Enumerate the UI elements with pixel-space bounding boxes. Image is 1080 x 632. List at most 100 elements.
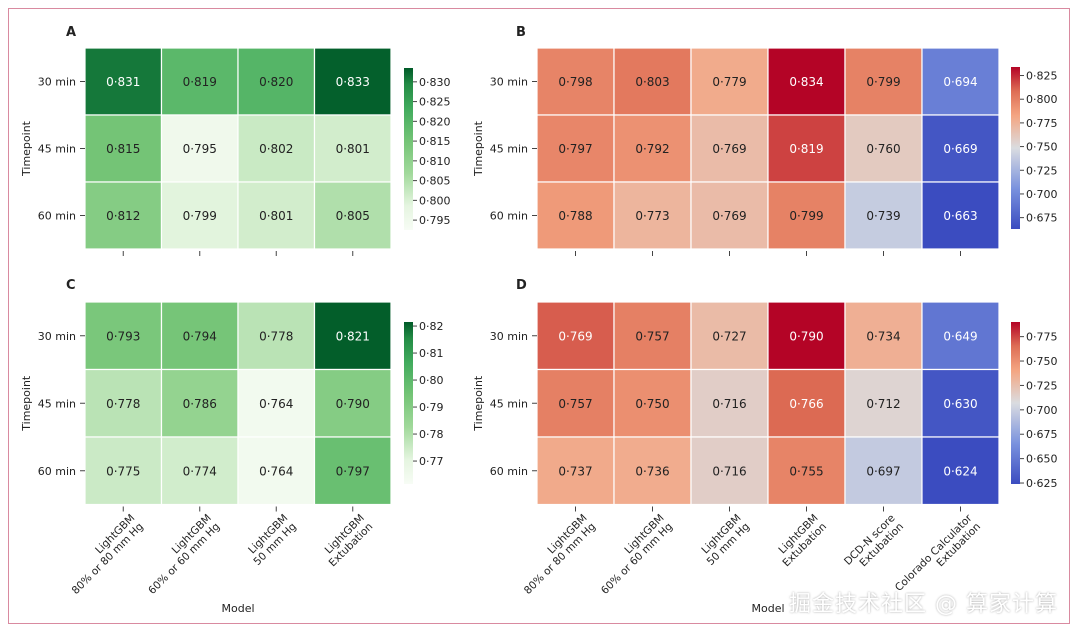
- cell-value-label: 0·750: [635, 397, 669, 411]
- x-tick-label: LightGBM50 mm Hg: [243, 512, 299, 568]
- heatmap-cell: [767, 181, 846, 250]
- colorbar-tick-label: 0·81: [419, 347, 444, 360]
- heatmap-cell: [844, 47, 923, 116]
- y-tick-label: 45 min: [38, 143, 76, 156]
- x-tick-label: LightGBM80% or 80 mm Hg: [513, 512, 598, 597]
- y-tick-label: 60 min: [490, 210, 528, 223]
- colorbar-tick-label: 0·820: [419, 115, 451, 128]
- heatmap-cell: [921, 181, 1000, 250]
- cell-value-label: 0·815: [106, 142, 140, 156]
- heatmap-cell: [690, 436, 769, 506]
- heatmap-cell: [84, 436, 163, 506]
- panel-letter: C: [66, 278, 76, 293]
- cell-value-label: 0·727: [712, 329, 746, 343]
- colorbar-tick-label: 0·650: [1026, 453, 1058, 466]
- colorbar-tick-label: 0·800: [1026, 93, 1058, 106]
- heatmap-cell: [921, 436, 1000, 506]
- cell-value-label: 0·697: [866, 464, 900, 478]
- cell-value-label: 0·739: [866, 209, 900, 223]
- heatmap-panel-a: A 0·831 0·819 0·820 0·833 0·815 0·795 0·802 0·80…: [20, 25, 451, 256]
- cell-value-label: 0·779: [712, 75, 746, 89]
- cell-value-label: 0·797: [558, 142, 592, 156]
- cell-value-label: 0·766: [789, 397, 823, 411]
- cell-value-label: 0·795: [183, 142, 217, 156]
- colorbar-tick-label: 0·625: [1026, 477, 1058, 490]
- cell-value-label: 0·786: [183, 397, 217, 411]
- cell-value-label: 0·694: [943, 75, 977, 89]
- cell-value-label: 0·764: [259, 397, 293, 411]
- x-tick-label-line: Colorado Calculator: [893, 512, 975, 594]
- x-tick-label: LightGBM50 mm Hg: [696, 512, 752, 568]
- x-axis-label: Model: [751, 602, 784, 615]
- cell-value-label: 0·778: [106, 397, 140, 411]
- colorbar: [404, 322, 413, 484]
- cell-value-label: 0·757: [558, 397, 592, 411]
- x-tick-label: LightGBMExtubation: [772, 512, 829, 569]
- heatmap-cell: [84, 181, 163, 250]
- heatmap-panel-d: D 0·769 0·757 0·727 0·790 0·734 0·649 0·757 0·75…: [472, 278, 1058, 615]
- colorbar-tick-label: 0·78: [419, 428, 444, 441]
- colorbar-tick-label: 0·82: [419, 320, 444, 333]
- heatmap-cell: [160, 47, 239, 116]
- cell-value-label: 0·833: [336, 75, 370, 89]
- y-tick-label: 60 min: [38, 465, 76, 478]
- x-tick-label: DCD-N scoreExtubation: [842, 512, 906, 576]
- y-tick-label: 45 min: [490, 143, 528, 156]
- heatmap-cell: [844, 368, 923, 438]
- heatmap-cell: [84, 368, 163, 438]
- heatmap-cell: [313, 181, 392, 250]
- cell-value-label: 0·769: [712, 142, 746, 156]
- y-axis-label: Timepoint: [20, 375, 33, 432]
- cell-value-label: 0·799: [789, 209, 823, 223]
- cell-value-label: 0·716: [712, 464, 746, 478]
- cell-value-label: 0·757: [635, 329, 669, 343]
- cell-value-label: 0·712: [866, 397, 900, 411]
- colorbar-tick-label: 0·825: [1026, 70, 1058, 83]
- heatmap-cell: [844, 436, 923, 506]
- heatmap-cell: [237, 301, 316, 371]
- y-tick-label: 60 min: [38, 210, 76, 223]
- cell-value-label: 0·834: [789, 75, 823, 89]
- figure-frame: [8, 8, 1070, 624]
- colorbar-tick-label: 0·775: [1026, 331, 1058, 344]
- colorbar-tick-label: 0·815: [419, 135, 451, 148]
- heatmap-cell: [160, 114, 239, 183]
- heatmap-cell: [690, 368, 769, 438]
- cell-value-label: 0·669: [943, 142, 977, 156]
- cell-value-label: 0·790: [789, 329, 823, 343]
- heatmap-cell: [690, 47, 769, 116]
- cell-value-label: 0·624: [943, 464, 977, 478]
- colorbar-tick-label: 0·775: [1026, 117, 1058, 130]
- y-tick-label: 45 min: [490, 397, 528, 410]
- y-tick-label: 30 min: [38, 330, 76, 343]
- heatmap-cell: [313, 114, 392, 183]
- heatmap-cell: [690, 114, 769, 183]
- panel-letter: B: [516, 25, 526, 40]
- cell-value-label: 0·737: [558, 464, 592, 478]
- heatmap-cell: [921, 114, 1000, 183]
- cell-value-label: 0·821: [336, 329, 370, 343]
- colorbar-tick-label: 0·750: [1026, 355, 1058, 368]
- heatmap-panel-b: B 0·798 0·803 0·779 0·834 0·799 0·694 0·797 0·79…: [472, 25, 1058, 256]
- cell-value-label: 0·812: [106, 209, 140, 223]
- heatmap-cell: [844, 181, 923, 250]
- colorbar-tick-label: 0·750: [1026, 141, 1058, 154]
- cell-value-label: 0·790: [336, 397, 370, 411]
- cell-value-label: 0·734: [866, 329, 900, 343]
- heatmap-panel-c: C 0·793 0·794 0·778 0·821 0·778 0·786 0·764 0·79…: [20, 278, 444, 615]
- cell-value-label: 0·797: [336, 464, 370, 478]
- cell-value-label: 0·794: [183, 329, 217, 343]
- heatmap-cell: [767, 47, 846, 116]
- cell-value-label: 0·769: [712, 209, 746, 223]
- colorbar-tick-label: 0·830: [419, 76, 451, 89]
- cell-value-label: 0·799: [866, 75, 900, 89]
- cell-value-label: 0·792: [635, 142, 669, 156]
- y-axis-label: Timepoint: [472, 375, 485, 432]
- heatmap-cell: [84, 301, 163, 371]
- cell-value-label: 0·736: [635, 464, 669, 478]
- y-axis-label: Timepoint: [472, 120, 485, 177]
- heatmap-cell: [313, 47, 392, 116]
- colorbar-tick-label: 0·800: [419, 194, 451, 207]
- panel-letter: D: [516, 278, 527, 293]
